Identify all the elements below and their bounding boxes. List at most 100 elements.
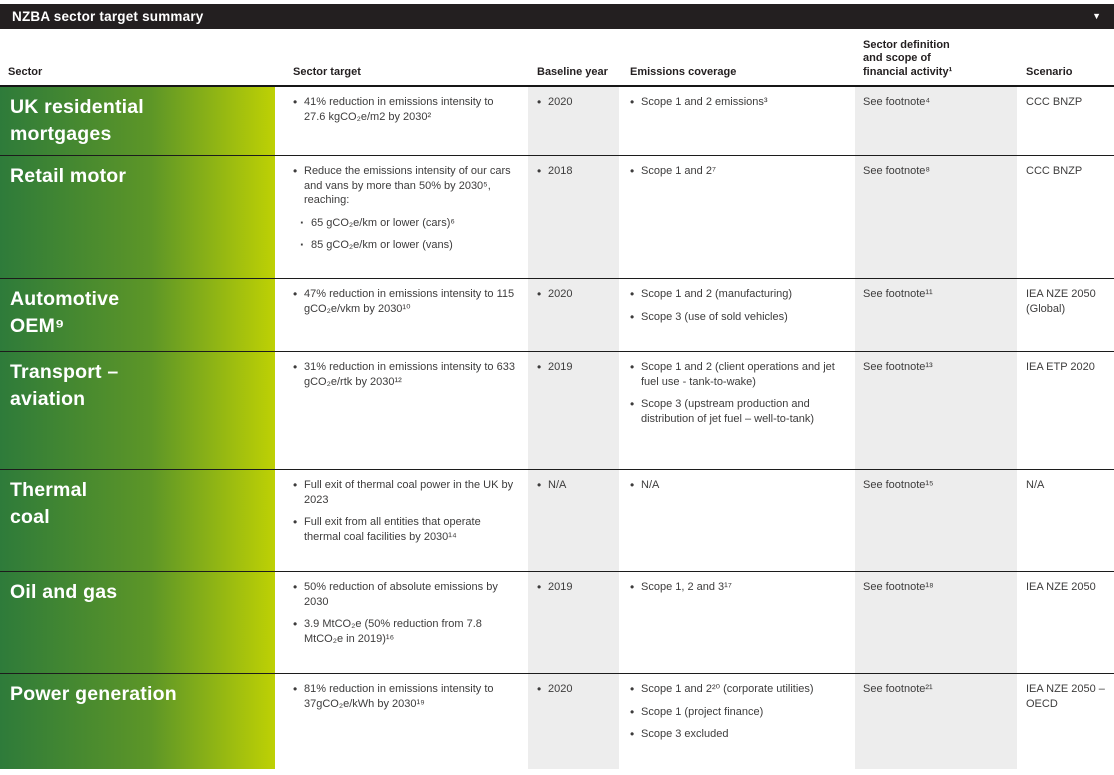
baseline-year-cell: • 2018 xyxy=(528,156,619,278)
bullet-text: Scope 1 and 2²⁰ (corporate utilities) xyxy=(641,683,814,695)
bullet-icon: • xyxy=(537,95,542,109)
bullet-icon: • xyxy=(537,580,542,594)
bullet-item: • 2019 xyxy=(537,580,615,595)
bullet-item: • 47% reduction in emissions intensity to… xyxy=(293,287,516,316)
sub-bullet-icon: · xyxy=(300,237,305,252)
bullet-text: Scope 1 and 2 (manufacturing) xyxy=(641,288,793,300)
sector-definition-cell: See footnote¹³ xyxy=(855,352,1017,469)
bullet-item: • Scope 3 (upstream production and distri… xyxy=(630,397,845,426)
scenario-label: IEA NZE 2050 xyxy=(1026,581,1096,593)
table-row: UK residential mortgages • 41% reduction … xyxy=(0,87,1114,155)
bullet-icon: • xyxy=(630,309,635,324)
scenario-cell: CCC BNZP xyxy=(1017,87,1114,155)
bullet-item: • Scope 1 (project finance) xyxy=(630,705,845,720)
bullet-text: 81% reduction in emissions intensity to … xyxy=(304,683,494,710)
sector-name-label: UK residential mortgages xyxy=(10,96,144,145)
emissions-coverage-cell: • Scope 1, 2 and 3¹⁷ xyxy=(619,572,855,673)
scenario-cell: IEA NZE 2050 (Global) xyxy=(1017,279,1114,351)
bullet-text: Full exit of thermal coal power in the U… xyxy=(304,479,514,506)
bullet-text: N/A xyxy=(641,479,660,491)
chevron-down-icon[interactable]: ▼ xyxy=(1092,11,1101,21)
bullet-item: • Scope 3 excluded xyxy=(630,727,845,742)
column-header-scenario: Scenario xyxy=(1026,65,1073,78)
sector-name: UK residential mortgages xyxy=(0,87,275,155)
bullet-icon: • xyxy=(293,360,298,374)
table-row: Oil and gas • 50% reduction of absolute e… xyxy=(0,571,1114,673)
bullet-text: N/A xyxy=(548,479,567,491)
emissions-coverage-cell: • Scope 1 and 2⁷ xyxy=(619,156,855,278)
bullet-text: 47% reduction in emissions intensity to … xyxy=(304,288,515,315)
bullet-text: Scope 1, 2 and 3¹⁷ xyxy=(641,581,732,593)
baseline-year-cell: • 2019 xyxy=(528,572,619,673)
bullet-item: • Scope 1 and 2 (manufacturing) xyxy=(630,287,845,302)
sector-target-table: UK residential mortgages • 41% reduction … xyxy=(0,87,1114,769)
bullet-icon: • xyxy=(537,164,542,178)
bullet-item: • Scope 1 and 2²⁰ (corporate utilities) xyxy=(630,682,845,697)
footnote-reference: See footnote¹⁸ xyxy=(863,581,934,593)
column-header-sector-definition: Sector definition and scope of financial… xyxy=(863,38,953,78)
bullet-text: 65 gCO₂e/km or lower (cars)⁶ xyxy=(311,216,455,229)
emissions-coverage-cell: • Scope 1 and 2 (manufacturing) • Scope 3 (… xyxy=(619,279,855,351)
summary-title-bar[interactable]: NZBA sector target summary ▼ xyxy=(0,4,1114,29)
sector-name: Transport – aviation xyxy=(0,352,275,469)
sector-definition-cell: See footnote¹¹ xyxy=(855,279,1017,351)
sector-name: Thermal coal xyxy=(0,470,275,571)
bullet-icon: • xyxy=(630,360,635,374)
bullet-icon: • xyxy=(630,704,635,719)
footnote-reference: See footnote²¹ xyxy=(863,683,933,695)
scenario-label: CCC BNZP xyxy=(1026,96,1083,108)
sector-name-label: Automotive OEM⁹ xyxy=(10,288,120,337)
sector-definition-cell: See footnote¹⁸ xyxy=(855,572,1017,673)
bullet-icon: • xyxy=(630,682,635,696)
bullet-icon: • xyxy=(537,360,542,374)
column-header-sector-target: Sector target xyxy=(293,65,361,78)
footnote-reference: See footnote¹³ xyxy=(863,361,933,373)
sector-target-cell: • 31% reduction in emissions intensity to… xyxy=(275,352,528,469)
emissions-coverage-cell: • Scope 1 and 2²⁰ (corporate utilities) • S… xyxy=(619,674,855,769)
bullet-icon: • xyxy=(537,682,542,696)
scenario-label: CCC BNZP xyxy=(1026,165,1083,177)
column-header-emissions-coverage: Emissions coverage xyxy=(630,65,737,78)
baseline-year-cell: • 2019 xyxy=(528,352,619,469)
bullet-item: • 81% reduction in emissions intensity to… xyxy=(293,682,516,711)
bullet-item: • Full exit of thermal coal power in the … xyxy=(293,478,516,507)
sector-name-label: Power generation xyxy=(10,683,177,705)
table-row: Automotive OEM⁹ • 47% reduction in emissi… xyxy=(0,278,1114,351)
bullet-icon: • xyxy=(293,95,298,109)
bullet-item: • Scope 1 and 2⁷ xyxy=(630,164,845,179)
sector-definition-cell: See footnote¹⁵ xyxy=(855,470,1017,571)
baseline-year-cell: • 2020 xyxy=(528,87,619,155)
footnote-reference: See footnote¹⁵ xyxy=(863,479,934,491)
bullet-icon: • xyxy=(293,164,298,178)
baseline-year-cell: • N/A xyxy=(528,470,619,571)
sub-bullet-icon: · xyxy=(300,214,305,230)
table-header-row: Sector Sector target Baseline year Emiss… xyxy=(0,38,1114,87)
bullet-text: 2020 xyxy=(548,96,573,108)
bullet-item: • 50% reduction of absolute emissions by … xyxy=(293,580,516,609)
bullet-icon: • xyxy=(630,164,635,178)
bullet-icon: • xyxy=(293,617,298,631)
sector-name: Automotive OEM⁹ xyxy=(0,279,275,351)
sub-bullet-item: · 85 gCO₂e/km or lower (vans) xyxy=(300,238,516,253)
sector-name-label: Transport – aviation xyxy=(10,361,119,410)
bullet-text: 50% reduction of absolute emissions by 2… xyxy=(304,581,498,608)
bullet-item: • Scope 1, 2 and 3¹⁷ xyxy=(630,580,845,595)
baseline-year-cell: • 2020 xyxy=(528,674,619,769)
bullet-icon: • xyxy=(293,478,298,492)
bullet-item: • Scope 1 and 2 (client operations and je… xyxy=(630,360,845,389)
sector-definition-cell: See footnote⁴ xyxy=(855,87,1017,155)
scenario-label: IEA NZE 2050 (Global) xyxy=(1026,288,1096,315)
scenario-cell: CCC BNZP xyxy=(1017,156,1114,278)
table-row: Power generation • 81% reduction in emiss… xyxy=(0,673,1114,769)
bullet-text: 85 gCO₂e/km or lower (vans) xyxy=(311,239,453,251)
emissions-coverage-cell: • N/A xyxy=(619,470,855,571)
bullet-item: • 2020 xyxy=(537,682,615,697)
bullet-text: 31% reduction in emissions intensity to … xyxy=(304,361,515,388)
bullet-text: 2019 xyxy=(548,581,573,593)
sector-target-cell: • 41% reduction in emissions intensity to… xyxy=(275,87,528,155)
bullet-text: 3.9 MtCO₂e (50% reduction from 7.8 MtCO₂… xyxy=(304,618,482,645)
bullet-icon: • xyxy=(630,95,635,109)
bullet-item: • Full exit from all entities that operat… xyxy=(293,515,516,544)
bullet-text: Scope 3 (upstream production and distrib… xyxy=(641,398,815,425)
